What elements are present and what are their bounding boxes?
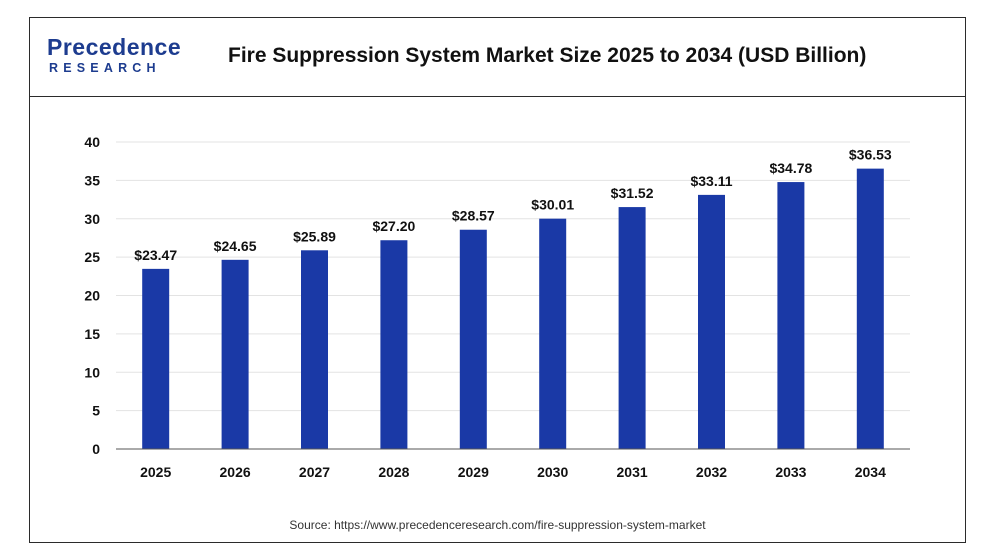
data-label: $24.65 (214, 238, 257, 254)
bar-2029 (459, 229, 487, 449)
x-tick-label: 2026 (220, 464, 251, 480)
x-tick-label: 2034 (855, 464, 886, 480)
precedence-research-logo: Precedence RESEARCH (47, 34, 187, 80)
bar-2034 (856, 168, 884, 449)
x-tick-label: 2031 (617, 464, 648, 480)
logo-sub-text: RESEARCH (49, 61, 161, 75)
data-label: $34.78 (769, 160, 812, 176)
y-axis-ticks: 0 5 10 15 20 25 30 35 40 (84, 134, 100, 457)
data-label: $28.57 (452, 208, 495, 224)
data-label: $33.11 (690, 173, 732, 189)
bar-2026 (221, 259, 249, 449)
y-tick-label: 15 (84, 326, 100, 342)
logo-main-text: Precedence (47, 34, 182, 60)
y-tick-label: 5 (92, 403, 100, 419)
chart-frame: Precedence RESEARCH Fire Suppression Sys… (29, 17, 966, 543)
x-tick-label: 2025 (140, 464, 171, 480)
x-tick-label: 2029 (458, 464, 489, 480)
y-tick-label: 30 (84, 211, 100, 227)
bar-2030 (539, 218, 567, 449)
data-label: $31.52 (611, 185, 654, 201)
source-note: Source: https://www.precedenceresearch.c… (289, 518, 706, 532)
bar-2027 (301, 250, 328, 449)
x-axis-ticks: 2025 2026 2027 2028 2029 2030 2031 2032 2033 2034 (140, 464, 886, 480)
x-tick-label: 2033 (775, 464, 806, 480)
bar-2028 (380, 240, 408, 449)
bar-2025 (142, 268, 170, 449)
data-label: $36.53 (849, 147, 892, 163)
data-label: $25.89 (293, 228, 336, 244)
chart-header: Precedence RESEARCH Fire Suppression Sys… (30, 18, 965, 97)
data-label: $27.20 (372, 218, 415, 234)
y-tick-label: 20 (84, 288, 100, 304)
data-label: $30.01 (531, 197, 574, 213)
y-tick-label: 40 (84, 134, 100, 150)
bar-2031 (618, 207, 646, 449)
bars (142, 168, 884, 449)
x-tick-label: 2028 (378, 464, 409, 480)
data-label: $23.47 (134, 247, 177, 263)
y-tick-label: 0 (92, 441, 100, 457)
data-labels: $23.47 $24.65 $25.89 $27.20 $28.57 $30.01 $31.… (134, 147, 892, 263)
y-tick-label: 35 (84, 172, 100, 188)
bar-2032 (698, 194, 725, 449)
bar-2033 (777, 182, 805, 449)
y-tick-label: 25 (84, 249, 100, 265)
chart-title: Fire Suppression System Market Size 2025… (228, 44, 867, 67)
x-tick-label: 2027 (299, 464, 330, 480)
x-tick-label: 2030 (537, 464, 568, 480)
x-tick-label: 2032 (696, 464, 727, 480)
y-tick-label: 10 (84, 364, 100, 380)
